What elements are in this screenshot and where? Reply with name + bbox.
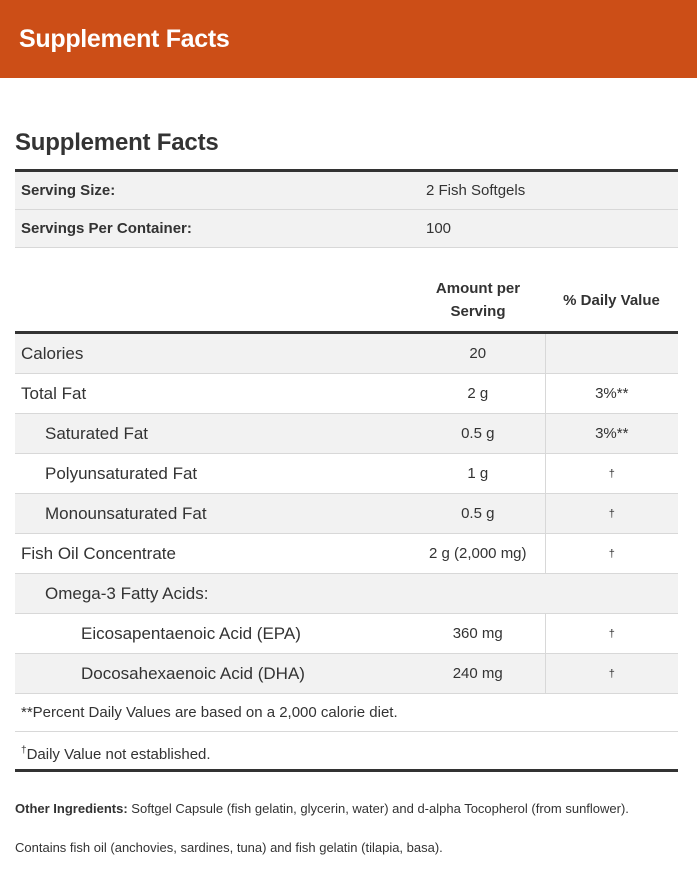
amount-per-serving-header: Amount per Serving [411,271,545,333]
daily-value-header: % Daily Value [563,291,660,309]
nutrient-daily-value: 3%** [545,373,678,414]
allergen-statement: Contains fish oil (anchovies, sardines, … [15,840,443,855]
dagger-symbol: † [21,745,27,756]
amount-header-line2: Serving [450,303,506,320]
other-ingredients: Other Ingredients: Softgel Capsule (fish… [15,798,678,819]
dagger-footnote-text: Daily Value not established. [26,746,211,763]
nutrient-name: Calories [15,332,411,374]
supplement-facts-panel: Supplement Facts Serving Size: 2 Fish So… [0,125,697,858]
percent-daily-value-footnote: **Percent Daily Values are based on a 2,… [15,694,678,732]
nutrient-row-total-fat: Total Fat 2 g 3%** [15,373,678,414]
header-title: Supplement Facts [19,24,230,53]
header-bar: Supplement Facts [0,0,697,78]
other-ingredients-label: Other Ingredients: [15,801,128,816]
nutrient-amount: 0.5 g [411,413,546,454]
nutrient-name: Docosahexaenoic Acid (DHA) [15,653,411,694]
servings-per-container-label: Servings Per Container: [15,209,420,248]
section-title: Supplement Facts [15,129,219,156]
nutrient-row-polyunsaturated-fat: Polyunsaturated Fat 1 g † [15,453,678,494]
nutrient-row-epa: Eicosapentaenoic Acid (EPA) 360 mg † [15,613,678,654]
nutrient-table-header: Amount per Serving % Daily Value [15,271,678,333]
nutrient-row-saturated-fat: Saturated Fat 0.5 g 3%** [15,413,678,454]
amount-header-line1: Amount per [435,280,521,297]
nutrient-daily-value: † [545,453,678,494]
nutrient-amount: 20 [411,332,546,374]
other-ingredients-text: Softgel Capsule (fish gelatin, glycerin,… [127,801,629,816]
nutrient-name: Total Fat [15,373,411,414]
serving-size-value: 2 Fish Softgels [420,172,678,210]
nutrient-amount: 240 mg [411,653,546,694]
nutrient-daily-value: † [545,533,678,574]
nutrient-daily-value: † [545,653,678,694]
nutrient-amount: 0.5 g [411,493,546,534]
servings-per-container-row: Servings Per Container: 100 [15,209,678,248]
nutrient-amount: 2 g (2,000 mg) [411,533,546,574]
nutrient-amount: 1 g [411,453,546,494]
nutrient-row-fish-oil-concentrate: Fish Oil Concentrate 2 g (2,000 mg) † [15,533,678,574]
nutrient-daily-value: † [545,493,678,534]
nutrient-name: Monounsaturated Fat [15,493,411,534]
nutrient-name: Fish Oil Concentrate [15,533,411,574]
nutrient-name: Polyunsaturated Fat [15,453,411,494]
bottom-rule [15,769,678,772]
servings-per-container-value: 100 [420,209,678,248]
nutrient-daily-value: † [545,613,678,654]
nutrient-name: Omega-3 Fatty Acids: [15,573,678,614]
nutrient-table: Amount per Serving % Daily Value Calorie… [15,271,678,694]
nutrient-row-calories: Calories 20 [15,332,678,374]
nutrient-amount: 2 g [411,373,546,414]
nutrient-row-omega-3: Omega-3 Fatty Acids: [15,573,678,614]
nutrient-name: Saturated Fat [15,413,411,454]
daily-value-not-established-footnote: †Daily Value not established. [15,732,678,769]
top-rule [15,169,678,172]
nutrient-daily-value: 3%** [545,413,678,454]
nutrient-amount: 360 mg [411,613,546,654]
nutrient-row-dha: Docosahexaenoic Acid (DHA) 240 mg † [15,653,678,694]
serving-size-row: Serving Size: 2 Fish Softgels [15,172,678,210]
serving-size-label: Serving Size: [15,172,420,210]
nutrient-header-blank [15,271,411,333]
serving-table: Serving Size: 2 Fish Softgels Servings P… [15,172,678,248]
nutrient-daily-value [545,332,678,374]
nutrient-name: Eicosapentaenoic Acid (EPA) [15,613,411,654]
nutrient-row-monounsaturated-fat: Monounsaturated Fat 0.5 g † [15,493,678,534]
